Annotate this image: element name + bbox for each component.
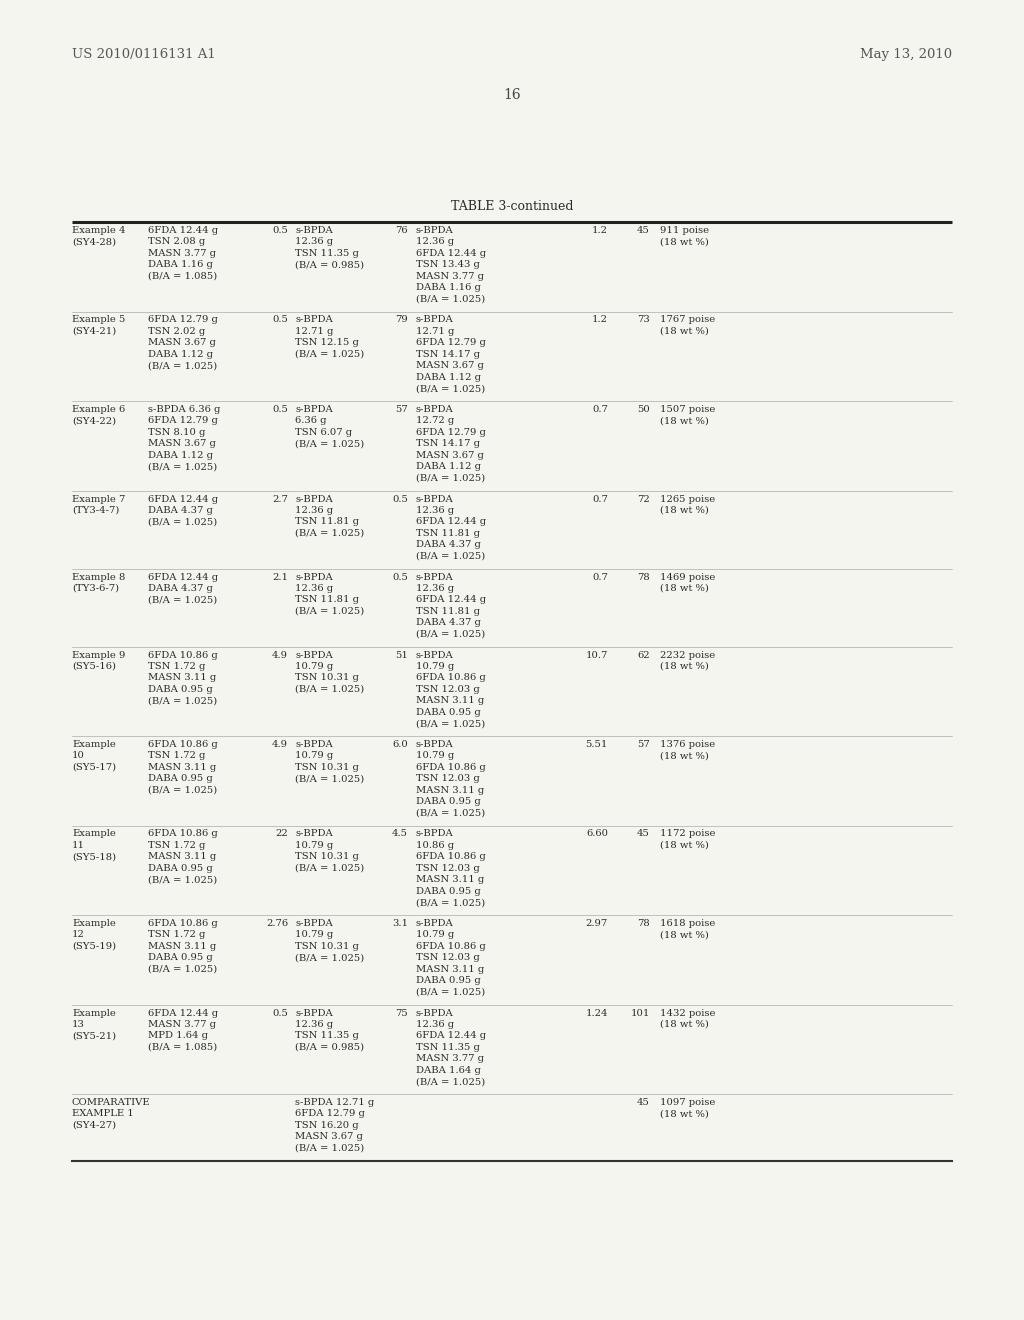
Text: 57: 57 — [395, 405, 408, 414]
Text: 0.7: 0.7 — [592, 405, 608, 414]
Text: 72: 72 — [637, 495, 650, 503]
Text: 76: 76 — [395, 226, 408, 235]
Text: 1097 poise
(18 wt %): 1097 poise (18 wt %) — [660, 1098, 716, 1118]
Text: May 13, 2010: May 13, 2010 — [860, 48, 952, 61]
Text: 2232 poise
(18 wt %): 2232 poise (18 wt %) — [660, 651, 715, 671]
Text: s-BPDA
12.36 g
TSN 11.81 g
(B/A = 1.025): s-BPDA 12.36 g TSN 11.81 g (B/A = 1.025) — [295, 573, 365, 616]
Text: 6FDA 10.86 g
TSN 1.72 g
MASN 3.11 g
DABA 0.95 g
(B/A = 1.025): 6FDA 10.86 g TSN 1.72 g MASN 3.11 g DABA… — [148, 741, 218, 795]
Text: s-BPDA
12.71 g
6FDA 12.79 g
TSN 14.17 g
MASN 3.67 g
DABA 1.12 g
(B/A = 1.025): s-BPDA 12.71 g 6FDA 12.79 g TSN 14.17 g … — [416, 315, 485, 393]
Text: 6FDA 12.44 g
MASN 3.77 g
MPD 1.64 g
(B/A = 1.085): 6FDA 12.44 g MASN 3.77 g MPD 1.64 g (B/A… — [148, 1008, 218, 1052]
Text: 45: 45 — [637, 226, 650, 235]
Text: s-BPDA
10.79 g
6FDA 10.86 g
TSN 12.03 g
MASN 3.11 g
DABA 0.95 g
(B/A = 1.025): s-BPDA 10.79 g 6FDA 10.86 g TSN 12.03 g … — [416, 651, 485, 729]
Text: 6.0: 6.0 — [392, 741, 408, 748]
Text: 1.2: 1.2 — [592, 226, 608, 235]
Text: 45: 45 — [637, 1098, 650, 1107]
Text: 75: 75 — [395, 1008, 408, 1018]
Text: 2.76: 2.76 — [266, 919, 288, 928]
Text: 6.60: 6.60 — [586, 829, 608, 838]
Text: 1.24: 1.24 — [586, 1008, 608, 1018]
Text: 0.5: 0.5 — [272, 405, 288, 414]
Text: 1265 poise
(18 wt %): 1265 poise (18 wt %) — [660, 495, 715, 515]
Text: 57: 57 — [637, 741, 650, 748]
Text: 78: 78 — [637, 919, 650, 928]
Text: 3.1: 3.1 — [392, 919, 408, 928]
Text: Example 5
(SY4-21): Example 5 (SY4-21) — [72, 315, 125, 337]
Text: 2.97: 2.97 — [586, 919, 608, 928]
Text: 911 poise
(18 wt %): 911 poise (18 wt %) — [660, 226, 710, 247]
Text: 73: 73 — [637, 315, 650, 325]
Text: 1618 poise
(18 wt %): 1618 poise (18 wt %) — [660, 919, 716, 940]
Text: Example 4
(SY4-28): Example 4 (SY4-28) — [72, 226, 126, 247]
Text: 4.9: 4.9 — [272, 741, 288, 748]
Text: 1432 poise
(18 wt %): 1432 poise (18 wt %) — [660, 1008, 716, 1030]
Text: s-BPDA
12.71 g
TSN 12.15 g
(B/A = 1.025): s-BPDA 12.71 g TSN 12.15 g (B/A = 1.025) — [295, 315, 365, 359]
Text: s-BPDA
12.36 g
TSN 11.81 g
(B/A = 1.025): s-BPDA 12.36 g TSN 11.81 g (B/A = 1.025) — [295, 495, 365, 537]
Text: 78: 78 — [637, 573, 650, 582]
Text: 0.5: 0.5 — [272, 226, 288, 235]
Text: 0.5: 0.5 — [392, 495, 408, 503]
Text: 5.51: 5.51 — [586, 741, 608, 748]
Text: 6FDA 12.79 g
TSN 2.02 g
MASN 3.67 g
DABA 1.12 g
(B/A = 1.025): 6FDA 12.79 g TSN 2.02 g MASN 3.67 g DABA… — [148, 315, 218, 371]
Text: 0.7: 0.7 — [592, 495, 608, 503]
Text: s-BPDA
12.36 g
6FDA 12.44 g
TSN 11.35 g
MASN 3.77 g
DABA 1.64 g
(B/A = 1.025): s-BPDA 12.36 g 6FDA 12.44 g TSN 11.35 g … — [416, 1008, 486, 1086]
Text: Example
12
(SY5-19): Example 12 (SY5-19) — [72, 919, 116, 950]
Text: 0.7: 0.7 — [592, 573, 608, 582]
Text: s-BPDA
10.79 g
6FDA 10.86 g
TSN 12.03 g
MASN 3.11 g
DABA 0.95 g
(B/A = 1.025): s-BPDA 10.79 g 6FDA 10.86 g TSN 12.03 g … — [416, 919, 485, 997]
Text: s-BPDA 12.71 g
6FDA 12.79 g
TSN 16.20 g
MASN 3.67 g
(B/A = 1.025): s-BPDA 12.71 g 6FDA 12.79 g TSN 16.20 g … — [295, 1098, 374, 1152]
Text: 1.2: 1.2 — [592, 315, 608, 325]
Text: 6FDA 12.44 g
TSN 2.08 g
MASN 3.77 g
DABA 1.16 g
(B/A = 1.085): 6FDA 12.44 g TSN 2.08 g MASN 3.77 g DABA… — [148, 226, 218, 281]
Text: s-BPDA
12.36 g
6FDA 12.44 g
TSN 13.43 g
MASN 3.77 g
DABA 1.16 g
(B/A = 1.025): s-BPDA 12.36 g 6FDA 12.44 g TSN 13.43 g … — [416, 226, 486, 304]
Text: s-BPDA
12.36 g
6FDA 12.44 g
TSN 11.81 g
DABA 4.37 g
(B/A = 1.025): s-BPDA 12.36 g 6FDA 12.44 g TSN 11.81 g … — [416, 573, 486, 639]
Text: s-BPDA
6.36 g
TSN 6.07 g
(B/A = 1.025): s-BPDA 6.36 g TSN 6.07 g (B/A = 1.025) — [295, 405, 365, 449]
Text: 101: 101 — [631, 1008, 650, 1018]
Text: 1172 poise
(18 wt %): 1172 poise (18 wt %) — [660, 829, 716, 850]
Text: s-BPDA
12.36 g
TSN 11.35 g
(B/A = 0.985): s-BPDA 12.36 g TSN 11.35 g (B/A = 0.985) — [295, 1008, 365, 1052]
Text: COMPARATIVE
EXAMPLE 1
(SY4-27): COMPARATIVE EXAMPLE 1 (SY4-27) — [72, 1098, 151, 1130]
Text: s-BPDA
10.79 g
TSN 10.31 g
(B/A = 1.025): s-BPDA 10.79 g TSN 10.31 g (B/A = 1.025) — [295, 829, 365, 873]
Text: 0.5: 0.5 — [272, 315, 288, 325]
Text: 1507 poise
(18 wt %): 1507 poise (18 wt %) — [660, 405, 716, 425]
Text: 45: 45 — [637, 829, 650, 838]
Text: 0.5: 0.5 — [392, 573, 408, 582]
Text: Example 6
(SY4-22): Example 6 (SY4-22) — [72, 405, 125, 425]
Text: 6FDA 10.86 g
TSN 1.72 g
MASN 3.11 g
DABA 0.95 g
(B/A = 1.025): 6FDA 10.86 g TSN 1.72 g MASN 3.11 g DABA… — [148, 829, 218, 884]
Text: 50: 50 — [637, 405, 650, 414]
Text: US 2010/0116131 A1: US 2010/0116131 A1 — [72, 48, 216, 61]
Text: 4.5: 4.5 — [392, 829, 408, 838]
Text: Example
13
(SY5-21): Example 13 (SY5-21) — [72, 1008, 116, 1040]
Text: 22: 22 — [275, 829, 288, 838]
Text: TABLE 3-continued: TABLE 3-continued — [451, 201, 573, 213]
Text: Example 7
(TY3-4-7): Example 7 (TY3-4-7) — [72, 495, 125, 515]
Text: 10.7: 10.7 — [586, 651, 608, 660]
Text: 1767 poise
(18 wt %): 1767 poise (18 wt %) — [660, 315, 715, 337]
Text: 62: 62 — [637, 651, 650, 660]
Text: 6FDA 10.86 g
TSN 1.72 g
MASN 3.11 g
DABA 0.95 g
(B/A = 1.025): 6FDA 10.86 g TSN 1.72 g MASN 3.11 g DABA… — [148, 919, 218, 974]
Text: 4.9: 4.9 — [272, 651, 288, 660]
Text: Example
11
(SY5-18): Example 11 (SY5-18) — [72, 829, 116, 862]
Text: 0.5: 0.5 — [272, 1008, 288, 1018]
Text: s-BPDA
10.86 g
6FDA 10.86 g
TSN 12.03 g
MASN 3.11 g
DABA 0.95 g
(B/A = 1.025): s-BPDA 10.86 g 6FDA 10.86 g TSN 12.03 g … — [416, 829, 485, 907]
Text: s-BPDA
10.79 g
TSN 10.31 g
(B/A = 1.025): s-BPDA 10.79 g TSN 10.31 g (B/A = 1.025) — [295, 919, 365, 962]
Text: 79: 79 — [395, 315, 408, 325]
Text: 2.1: 2.1 — [272, 573, 288, 582]
Text: Example 8
(TY3-6-7): Example 8 (TY3-6-7) — [72, 573, 125, 593]
Text: s-BPDA
10.79 g
TSN 10.31 g
(B/A = 1.025): s-BPDA 10.79 g TSN 10.31 g (B/A = 1.025) — [295, 651, 365, 694]
Text: s-BPDA 6.36 g
6FDA 12.79 g
TSN 8.10 g
MASN 3.67 g
DABA 1.12 g
(B/A = 1.025): s-BPDA 6.36 g 6FDA 12.79 g TSN 8.10 g MA… — [148, 405, 220, 471]
Text: s-BPDA
10.79 g
6FDA 10.86 g
TSN 12.03 g
MASN 3.11 g
DABA 0.95 g
(B/A = 1.025): s-BPDA 10.79 g 6FDA 10.86 g TSN 12.03 g … — [416, 741, 485, 817]
Text: 51: 51 — [395, 651, 408, 660]
Text: s-BPDA
12.36 g
6FDA 12.44 g
TSN 11.81 g
DABA 4.37 g
(B/A = 1.025): s-BPDA 12.36 g 6FDA 12.44 g TSN 11.81 g … — [416, 495, 486, 561]
Text: Example 9
(SY5-16): Example 9 (SY5-16) — [72, 651, 125, 671]
Text: 6FDA 10.86 g
TSN 1.72 g
MASN 3.11 g
DABA 0.95 g
(B/A = 1.025): 6FDA 10.86 g TSN 1.72 g MASN 3.11 g DABA… — [148, 651, 218, 705]
Text: 16: 16 — [503, 88, 521, 102]
Text: 2.7: 2.7 — [272, 495, 288, 503]
Text: 6FDA 12.44 g
DABA 4.37 g
(B/A = 1.025): 6FDA 12.44 g DABA 4.37 g (B/A = 1.025) — [148, 573, 218, 605]
Text: 1376 poise
(18 wt %): 1376 poise (18 wt %) — [660, 741, 715, 760]
Text: s-BPDA
12.36 g
TSN 11.35 g
(B/A = 0.985): s-BPDA 12.36 g TSN 11.35 g (B/A = 0.985) — [295, 226, 365, 269]
Text: 1469 poise
(18 wt %): 1469 poise (18 wt %) — [660, 573, 716, 593]
Text: s-BPDA
10.79 g
TSN 10.31 g
(B/A = 1.025): s-BPDA 10.79 g TSN 10.31 g (B/A = 1.025) — [295, 741, 365, 783]
Text: 6FDA 12.44 g
DABA 4.37 g
(B/A = 1.025): 6FDA 12.44 g DABA 4.37 g (B/A = 1.025) — [148, 495, 218, 527]
Text: Example
10
(SY5-17): Example 10 (SY5-17) — [72, 741, 116, 772]
Text: s-BPDA
12.72 g
6FDA 12.79 g
TSN 14.17 g
MASN 3.67 g
DABA 1.12 g
(B/A = 1.025): s-BPDA 12.72 g 6FDA 12.79 g TSN 14.17 g … — [416, 405, 485, 483]
